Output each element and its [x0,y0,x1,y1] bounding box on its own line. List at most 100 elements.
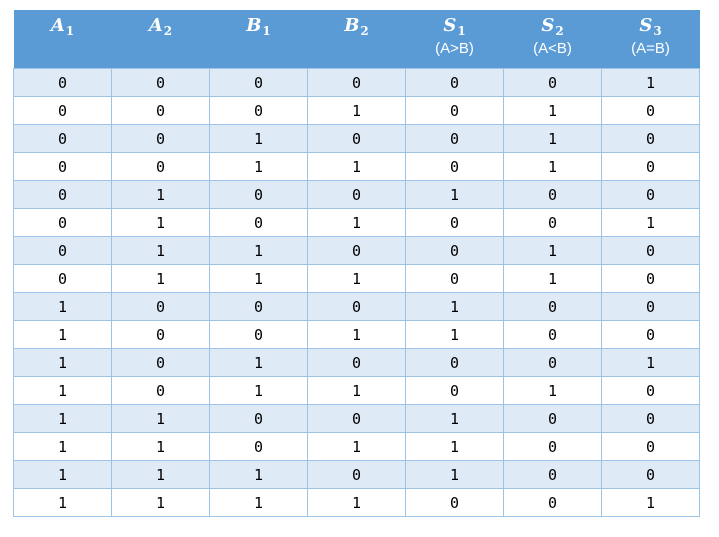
table-cell: 1 [307,264,406,293]
table-cell: 0 [601,124,700,153]
table-cell: 0 [13,124,112,153]
column-symbol: B2 [308,13,406,39]
table-cell: 0 [307,236,406,265]
table-cell: 0 [503,180,602,209]
column-subscript: 1 [457,24,466,38]
table-cell: 0 [13,68,112,97]
table-cell: 1 [13,348,112,377]
table-cell: 1 [111,180,210,209]
column-subscript: 2 [360,24,369,38]
table-cell: 0 [503,292,602,321]
table-cell: 1 [13,404,112,433]
column-symbol: S1 [406,13,504,39]
table-cell: 1 [111,236,210,265]
column-symbol-letter: S [541,15,555,36]
table-cell: 1 [209,264,308,293]
table-cell: 1 [307,208,406,237]
table-cell: 0 [503,320,602,349]
column-symbol-letter: A [50,15,65,36]
table-cell: 1 [111,264,210,293]
column-symbol: S3 [602,13,700,39]
column-symbol: A2 [112,13,210,39]
column-symbol-letter: S [639,15,653,36]
table-cell: 1 [503,124,602,153]
column-note: (A>B) [435,40,474,57]
column-header-s2: S2 (A<B) [503,10,602,69]
table-cell: 1 [405,180,504,209]
table-cell: 0 [601,320,700,349]
table-cell: 1 [209,460,308,489]
table-cell: 1 [405,404,504,433]
table-cell: 1 [601,208,700,237]
table-cell: 0 [209,96,308,125]
column-header-s3: S3 (A=B) [601,10,700,69]
table-cell: 0 [405,376,504,405]
table-cell: 1 [13,376,112,405]
table-cell: 1 [503,376,602,405]
table-cell: 1 [13,320,112,349]
table-cell: 0 [209,292,308,321]
column-symbol-letter: B [246,15,262,36]
table-cell: 0 [601,264,700,293]
table-cell: 1 [307,152,406,181]
table-cell: 1 [13,460,112,489]
table-cell: 1 [13,292,112,321]
table-cell: 0 [601,152,700,181]
table-cell: 0 [13,264,112,293]
table-cell: 1 [503,152,602,181]
table-cell: 0 [601,460,700,489]
table-cell: 1 [13,432,112,461]
table-cell: 0 [111,96,210,125]
table-cell: 0 [503,348,602,377]
table-cell: 0 [209,404,308,433]
table-cell: 1 [111,460,210,489]
table-cell: 0 [601,96,700,125]
table-cell: 0 [601,404,700,433]
column-note: (A<B) [533,40,572,57]
column-note: (A=B) [631,40,670,57]
table-cell: 0 [503,488,602,517]
table-cell: 1 [601,348,700,377]
table-cell: 1 [111,404,210,433]
column-header-b2: B2 [307,10,406,69]
table-cell: 0 [13,152,112,181]
table-cell: 0 [405,208,504,237]
column-symbol-letter: A [148,15,163,36]
table-cell: 1 [209,376,308,405]
column-subscript: 2 [163,24,173,38]
table-cell: 0 [601,432,700,461]
table-cell: 0 [13,208,112,237]
column-symbol: B1 [210,13,308,39]
table-cell: 1 [405,432,504,461]
table-cell: 0 [405,124,504,153]
table-cell: 0 [13,236,112,265]
table-cell: 0 [209,68,308,97]
table-cell: 0 [601,236,700,265]
table-cell: 0 [209,208,308,237]
column-subscript: 1 [262,24,271,38]
table-cell: 0 [307,460,406,489]
table-cell: 0 [307,404,406,433]
table-cell: 0 [601,376,700,405]
table-cell: 0 [111,292,210,321]
table-cell: 0 [601,180,700,209]
table-cell: 0 [111,376,210,405]
table-cell: 1 [405,460,504,489]
table-cell: 0 [13,180,112,209]
table-cell: 0 [405,152,504,181]
table-cell: 1 [405,320,504,349]
table-cell: 1 [503,236,602,265]
table-cell: 0 [503,208,602,237]
